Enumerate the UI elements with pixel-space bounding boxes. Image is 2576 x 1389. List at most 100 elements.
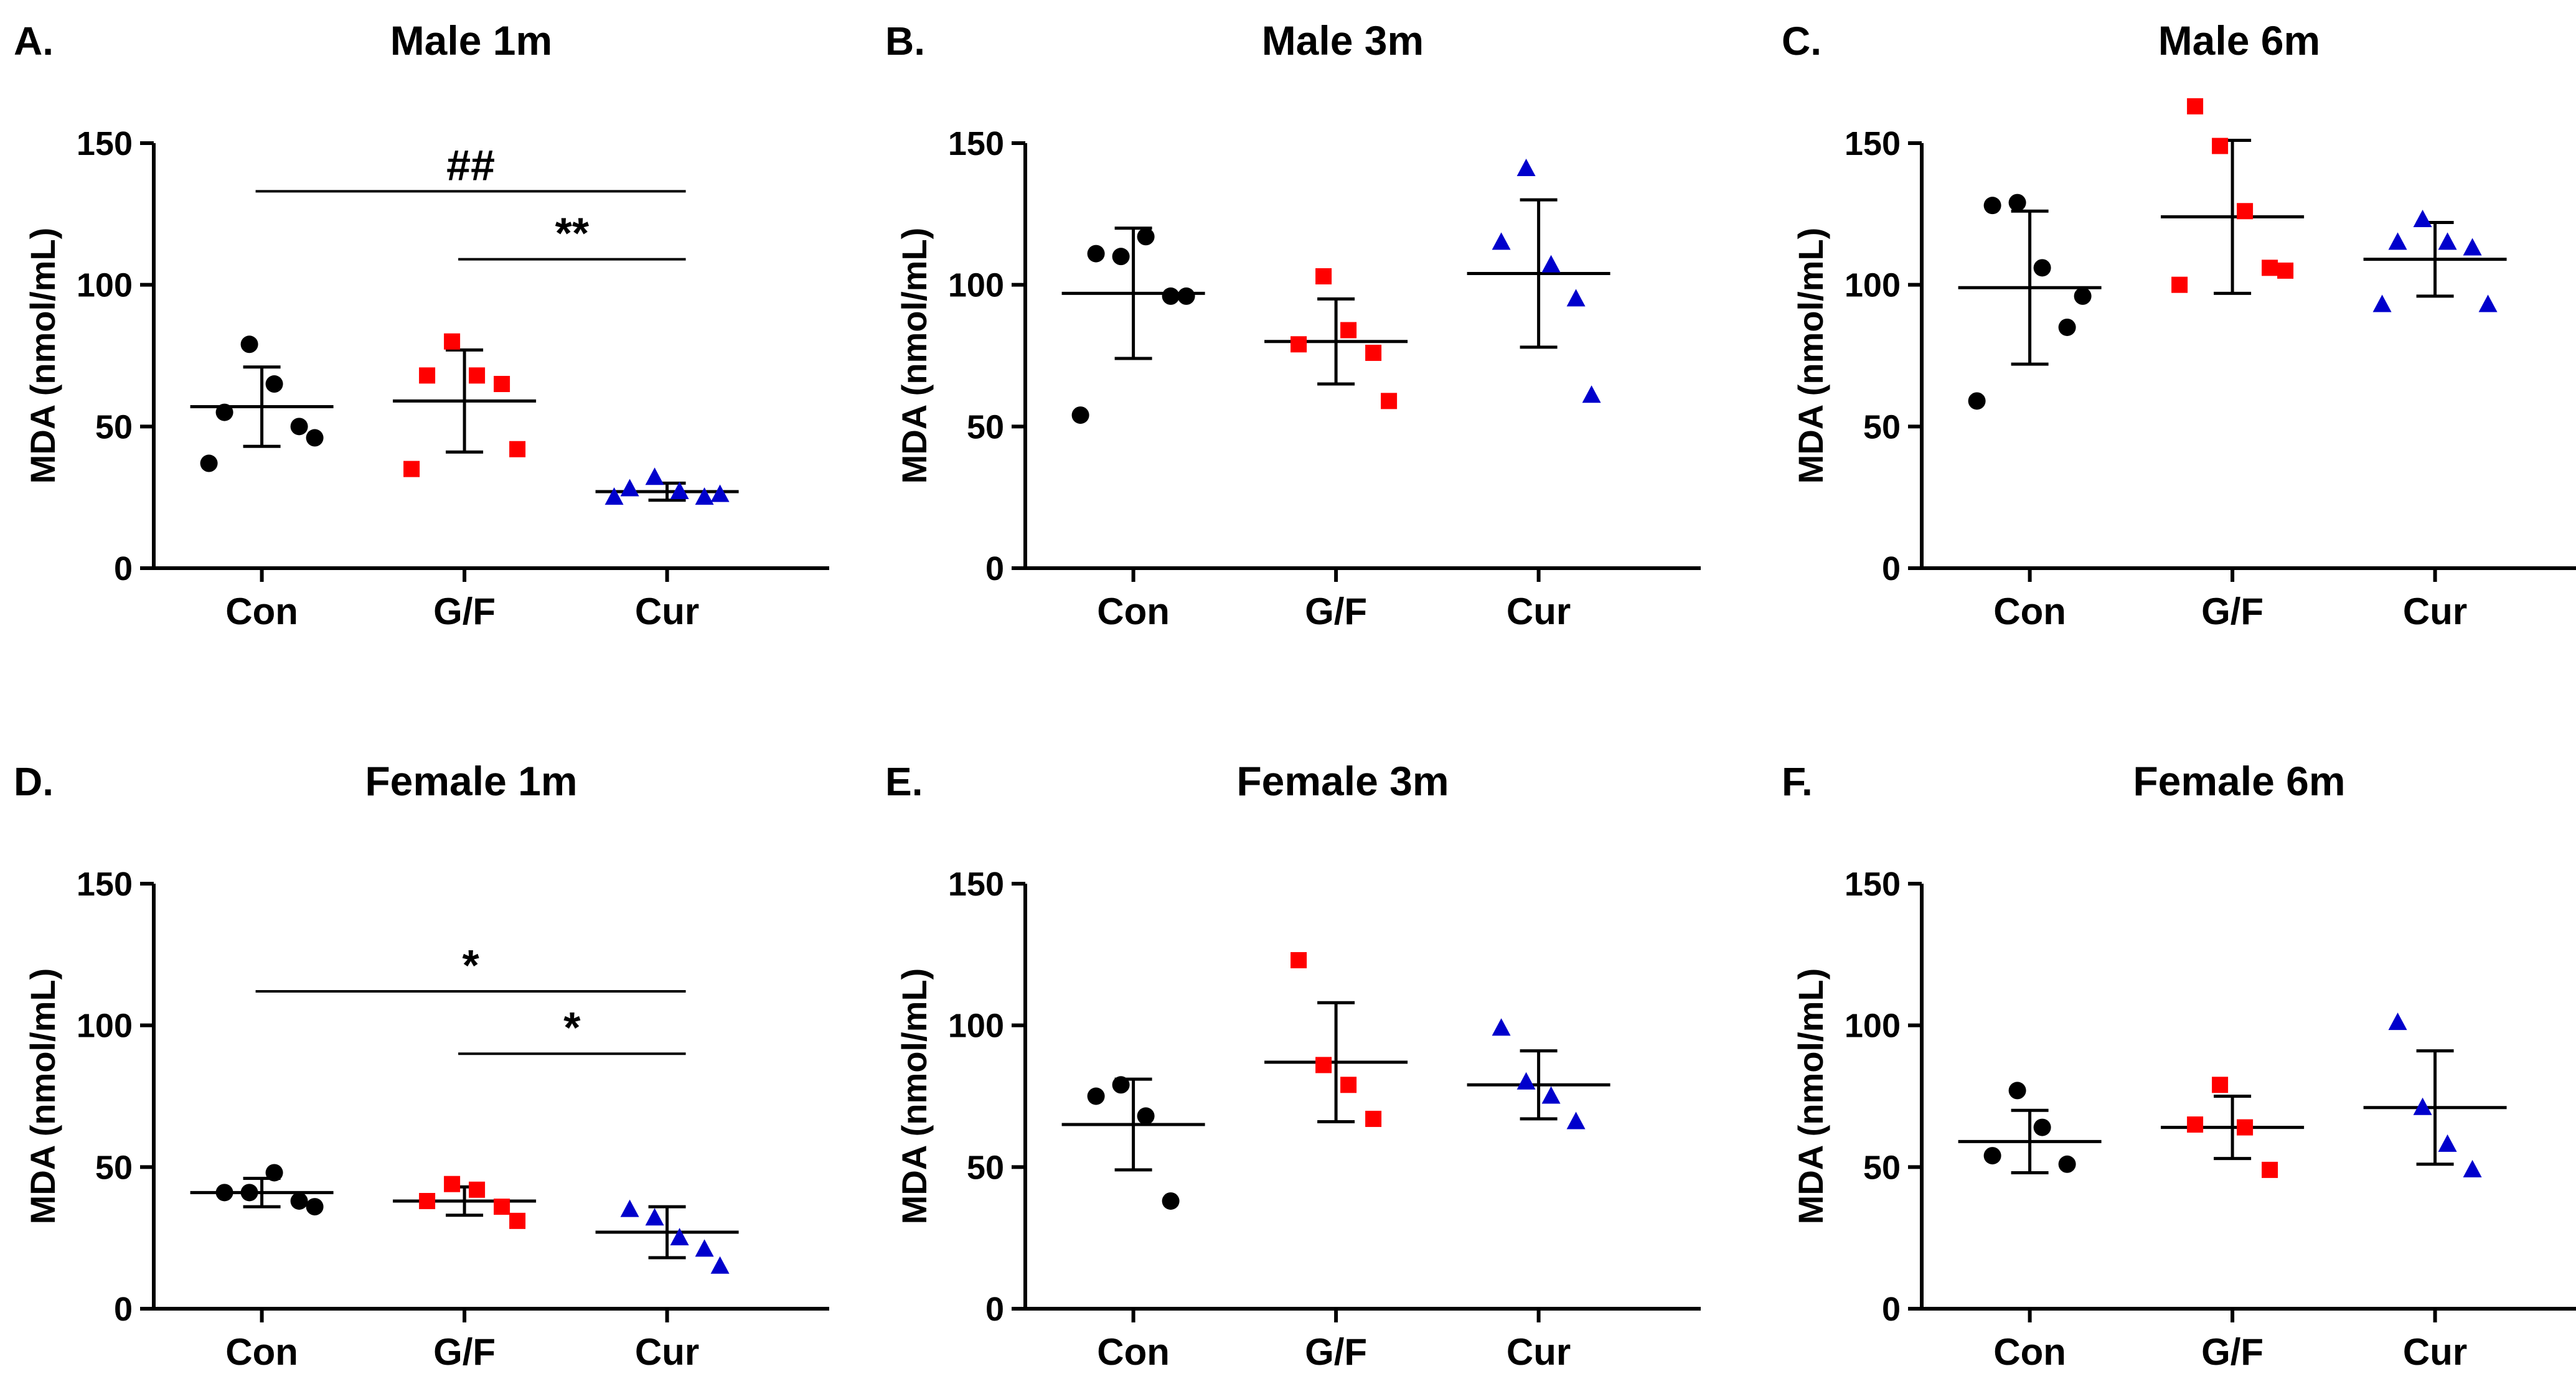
data-point bbox=[419, 1192, 436, 1209]
data-point bbox=[444, 1176, 461, 1192]
data-point bbox=[1365, 1110, 1382, 1127]
data-point bbox=[1290, 336, 1307, 353]
y-axis-label: MDA (nmol/mL) bbox=[1791, 228, 1830, 484]
data-point bbox=[1968, 392, 1986, 410]
data-point bbox=[200, 454, 218, 472]
data-point bbox=[290, 418, 308, 436]
y-tick-label: 150 bbox=[77, 125, 133, 162]
data-point bbox=[1365, 344, 1382, 361]
panel-letter: B. bbox=[885, 19, 925, 63]
chart-panel-3: C. Male 6m 0 50 100 150 MDA (nmol/mL) Con G/F Cur bbox=[1782, 17, 2576, 632]
data-point bbox=[306, 429, 324, 447]
chart-panel-5: E. Female 3m 0 50 100 150 MDA (nmol/mL) Con G/F C… bbox=[885, 758, 1701, 1373]
panel-letter: A. bbox=[14, 19, 54, 63]
data-point bbox=[2212, 1077, 2229, 1093]
y-tick-label: 0 bbox=[114, 1291, 133, 1328]
data-point bbox=[2033, 259, 2051, 277]
chart-title: Female 1m bbox=[365, 758, 577, 804]
data-point bbox=[494, 1199, 510, 1215]
data-point bbox=[2237, 1119, 2254, 1136]
x-tick-label: Cur bbox=[1507, 1331, 1571, 1373]
data-point bbox=[2262, 260, 2278, 276]
data-point bbox=[710, 1256, 730, 1274]
data-point bbox=[1566, 1111, 1586, 1129]
data-point bbox=[645, 1208, 664, 1226]
y-tick-label: 100 bbox=[77, 1008, 133, 1045]
data-point bbox=[1087, 1087, 1105, 1105]
chart-panel-1: A. Male 1m 0 50 100 150 MDA (nmol/mL) Con G/F Cur… bbox=[14, 17, 829, 632]
data-point bbox=[1983, 1147, 2001, 1165]
y-tick-label: 50 bbox=[1863, 408, 1901, 446]
y-tick-label: 150 bbox=[1845, 125, 1901, 162]
y-axis-label: MDA (nmol/mL) bbox=[23, 228, 62, 484]
chart-panel-4: D. Female 1m 0 50 100 150 MDA (nmol/mL) Con G/F C… bbox=[14, 758, 829, 1373]
chart-title: Male 6m bbox=[2158, 17, 2320, 63]
data-point bbox=[2262, 1161, 2278, 1178]
data-point bbox=[620, 1199, 639, 1217]
data-point bbox=[1112, 248, 1130, 266]
data-point bbox=[604, 487, 624, 505]
data-point bbox=[1137, 228, 1155, 246]
data-point bbox=[1315, 1057, 1332, 1073]
y-tick-label: 100 bbox=[1845, 1008, 1901, 1045]
x-tick-label: G/F bbox=[433, 1331, 496, 1373]
panel-letter: F. bbox=[1782, 759, 1813, 804]
x-tick-label: G/F bbox=[1305, 1331, 1367, 1373]
data-point bbox=[1177, 287, 1195, 305]
data-point bbox=[2463, 1159, 2482, 1177]
data-point bbox=[1582, 385, 1601, 403]
data-point bbox=[1087, 245, 1105, 263]
data-point bbox=[265, 1164, 283, 1182]
data-point bbox=[1566, 289, 1586, 307]
data-point bbox=[240, 335, 258, 353]
x-tick-label: Cur bbox=[635, 1331, 699, 1373]
data-point bbox=[1162, 1192, 1180, 1210]
data-point bbox=[1381, 393, 1398, 409]
x-tick-label: Con bbox=[225, 591, 298, 632]
y-tick-label: 100 bbox=[1845, 267, 1901, 304]
data-point bbox=[670, 482, 689, 500]
data-point bbox=[509, 1212, 526, 1229]
x-tick-label: G/F bbox=[433, 591, 496, 632]
panel-letter: E. bbox=[885, 759, 923, 804]
x-tick-label: Con bbox=[1097, 1331, 1170, 1373]
data-point bbox=[265, 375, 283, 393]
data-point bbox=[1492, 1018, 1511, 1036]
x-tick-label: G/F bbox=[2201, 591, 2263, 632]
y-axis-label: MDA (nmol/mL) bbox=[895, 228, 934, 484]
data-point bbox=[1492, 232, 1511, 250]
chart-title: Male 3m bbox=[1262, 17, 1424, 63]
data-point bbox=[494, 376, 510, 393]
x-tick-label: Cur bbox=[635, 591, 699, 632]
data-point bbox=[1541, 1086, 1561, 1104]
panel-letter: D. bbox=[14, 759, 54, 804]
x-tick-label: Cur bbox=[1507, 591, 1571, 632]
data-point bbox=[620, 479, 639, 497]
x-tick-label: Cur bbox=[2403, 591, 2467, 632]
chart-panel-6: F. Female 6m 0 50 100 150 MDA (nmol/mL) Con G/F C… bbox=[1782, 758, 2576, 1373]
x-tick-label: Con bbox=[1097, 591, 1170, 632]
y-tick-label: 0 bbox=[985, 550, 1004, 587]
data-point bbox=[1340, 322, 1357, 339]
significance-label: * bbox=[563, 1003, 581, 1052]
data-point bbox=[2187, 98, 2204, 115]
data-point bbox=[2413, 209, 2432, 227]
y-axis-label: MDA (nmol/mL) bbox=[1791, 968, 1830, 1225]
y-tick-label: 150 bbox=[1845, 866, 1901, 903]
data-point bbox=[1516, 158, 1536, 176]
data-point bbox=[2478, 294, 2498, 312]
y-tick-label: 0 bbox=[985, 1291, 1004, 1328]
data-point bbox=[2074, 287, 2092, 305]
data-point bbox=[240, 1184, 258, 1202]
data-point bbox=[2438, 232, 2457, 250]
data-point bbox=[1516, 1072, 1536, 1090]
y-tick-label: 150 bbox=[948, 866, 1004, 903]
data-point bbox=[469, 1181, 486, 1198]
y-tick-label: 50 bbox=[967, 1149, 1004, 1186]
x-tick-label: Con bbox=[1993, 1331, 2066, 1373]
data-point bbox=[2008, 1082, 2026, 1100]
y-tick-label: 50 bbox=[967, 408, 1004, 446]
data-point bbox=[1541, 255, 1561, 273]
data-point bbox=[670, 1228, 689, 1246]
